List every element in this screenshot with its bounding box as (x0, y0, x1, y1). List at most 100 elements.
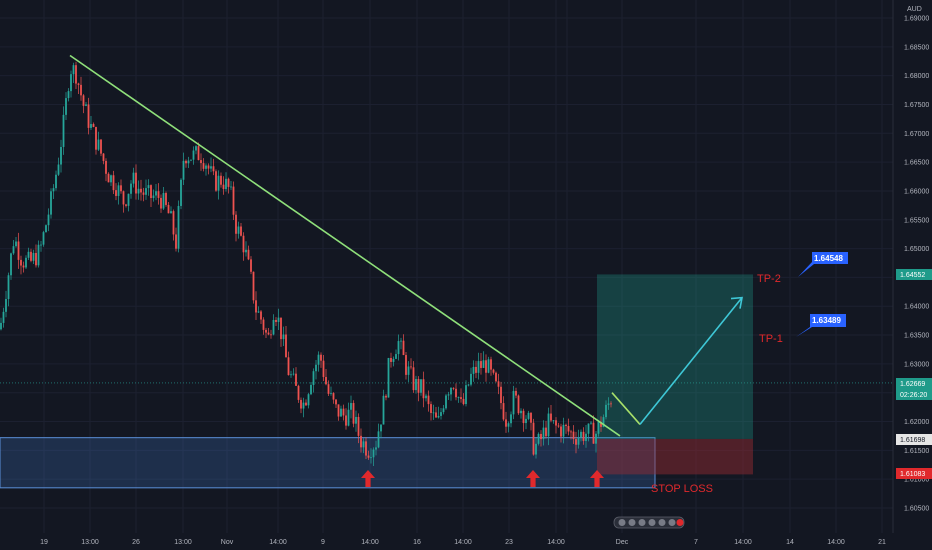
y-tick-label: 1.61000 (904, 477, 929, 484)
grid-lines (0, 0, 893, 533)
candle-body (400, 340, 402, 342)
candle-body (520, 410, 522, 414)
candle-body (217, 175, 220, 191)
candle-body (290, 374, 292, 376)
candle-body (292, 373, 295, 375)
candle-body (530, 412, 532, 423)
candle-body (155, 191, 157, 196)
candle-body (582, 431, 585, 441)
candle-body (332, 393, 335, 400)
candle-body (85, 104, 87, 106)
candle-body (220, 175, 222, 185)
entry-price-value: 1.61698 (900, 437, 925, 444)
candle-body (225, 178, 227, 190)
candle-body (480, 361, 482, 368)
candle-body (60, 146, 62, 165)
candle-body (460, 397, 462, 399)
up-arrow-icon (526, 470, 540, 487)
candle-body (455, 388, 457, 398)
candle-body (172, 211, 175, 235)
candle-body (492, 369, 495, 373)
candle-body (392, 358, 395, 362)
candle-body (330, 393, 332, 394)
axes-layer: 1.69000 1.68500 1.68000 1.67500 1.67000 1.665… (40, 0, 929, 546)
candle-body (335, 399, 337, 405)
candle-body (240, 226, 242, 236)
candle-body (32, 252, 35, 261)
tp1-callout[interactable]: 1.63489 (796, 314, 846, 337)
candle-body (40, 244, 42, 246)
x-tick-label: 19 (40, 539, 48, 546)
x-tick-label: 14:00 (827, 539, 845, 546)
candle-body (180, 179, 182, 206)
candle-body (45, 225, 47, 233)
candle-body (110, 175, 112, 183)
candle-body (565, 424, 567, 426)
candle-body (535, 443, 537, 455)
candle-body (605, 404, 607, 418)
candle-body (10, 253, 12, 276)
candle-body (22, 265, 25, 268)
tp2-callout[interactable]: 1.64548 (798, 252, 848, 277)
candle-body (125, 204, 127, 206)
candle-body (310, 384, 312, 395)
candle-body (260, 311, 262, 320)
candle-body (547, 413, 550, 437)
candle-body (580, 431, 582, 438)
candle-body (385, 395, 387, 398)
stop-price-tag: 1.61083 (896, 468, 932, 479)
candle-body (525, 418, 527, 424)
candle-body (425, 395, 427, 399)
candle-body (7, 275, 10, 299)
candle-body (487, 359, 490, 373)
candle-body (342, 408, 345, 416)
candle-body (407, 366, 410, 375)
candle-body (177, 205, 180, 249)
candle-body (482, 360, 485, 368)
tp1-label: TP-1 (759, 333, 783, 345)
candle-body (37, 244, 40, 266)
candle-body (507, 423, 510, 427)
candle-body (145, 188, 147, 195)
candle-body (305, 402, 307, 406)
current-price-value: 1.62669 (900, 381, 925, 388)
candle-body (562, 424, 565, 437)
candle-body (87, 104, 90, 128)
x-tick-label: 7 (694, 539, 698, 546)
candle-body (270, 334, 272, 336)
candle-body (295, 373, 297, 386)
events-icon[interactable] (613, 516, 685, 529)
candle-body (577, 437, 580, 445)
candle-body (602, 417, 605, 427)
candle-body (185, 160, 187, 164)
candle-body (500, 386, 502, 404)
candle-body (462, 398, 465, 405)
candle-body (282, 334, 285, 340)
candle-body (337, 404, 340, 417)
candle-body (522, 410, 525, 424)
candle-body (545, 427, 547, 437)
candle-body (187, 160, 190, 164)
candle-body (70, 74, 72, 92)
candle-body (100, 139, 102, 154)
candle-body (245, 249, 247, 253)
currency-label: AUD (907, 6, 922, 13)
candle-body (207, 165, 210, 169)
candle-body (200, 160, 202, 164)
candle-body (320, 354, 322, 361)
candle-body (557, 425, 560, 427)
x-tick-label: 13:00 (174, 539, 192, 546)
candle-body (365, 441, 367, 456)
candle-body (322, 360, 325, 377)
candle-body (317, 354, 320, 365)
candle-body (300, 399, 302, 409)
candle-body (232, 186, 235, 215)
candle-body (287, 357, 290, 376)
candle-body (410, 366, 412, 368)
candle-body (65, 98, 67, 115)
candle-body (235, 214, 237, 234)
candle-body (380, 424, 382, 432)
candle-body (587, 423, 590, 434)
